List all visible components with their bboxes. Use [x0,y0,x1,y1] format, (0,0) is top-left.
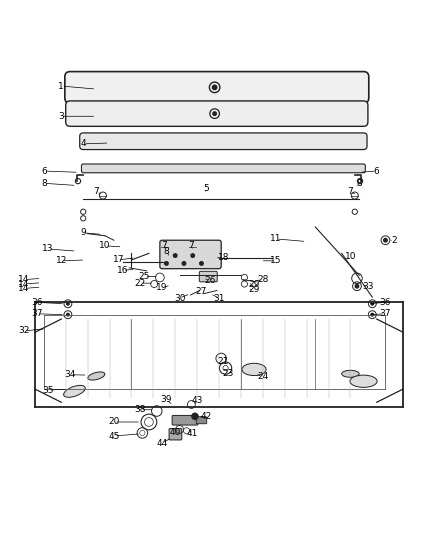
Text: 33: 33 [362,282,374,290]
Text: 28: 28 [257,275,268,284]
Text: 17: 17 [113,255,124,264]
Text: 44: 44 [156,439,168,448]
Text: 7: 7 [188,241,194,250]
Text: 23: 23 [222,369,233,378]
Text: 36: 36 [32,298,43,307]
Ellipse shape [350,375,377,387]
Text: 3: 3 [58,112,64,121]
Text: 11: 11 [270,235,282,244]
Text: 8: 8 [41,179,47,188]
Circle shape [182,262,186,265]
Text: 4: 4 [81,139,86,148]
Circle shape [371,302,374,305]
Circle shape [212,85,217,90]
Circle shape [191,254,194,257]
FancyBboxPatch shape [169,429,182,440]
FancyBboxPatch shape [81,164,365,173]
Circle shape [355,285,359,288]
Text: 5: 5 [203,184,209,193]
Circle shape [173,254,177,257]
Text: 39: 39 [161,395,172,404]
Ellipse shape [242,364,266,376]
Text: 8: 8 [163,247,170,256]
Text: 30: 30 [174,294,185,303]
Circle shape [384,238,387,242]
Text: 41: 41 [187,429,198,438]
Text: 43: 43 [191,397,203,406]
Text: 24: 24 [257,373,268,382]
Text: 29: 29 [248,285,260,294]
Circle shape [192,413,198,419]
FancyBboxPatch shape [80,133,367,150]
FancyBboxPatch shape [160,240,221,269]
Circle shape [213,112,216,115]
Text: 7: 7 [347,187,353,196]
Text: 32: 32 [18,326,30,335]
Text: 42: 42 [200,412,212,421]
Text: 14: 14 [18,284,30,293]
Text: 25: 25 [139,272,150,281]
Text: 36: 36 [380,298,391,307]
FancyBboxPatch shape [196,417,207,424]
Text: 7: 7 [161,241,167,250]
Text: 34: 34 [64,370,76,379]
Text: 1: 1 [58,82,64,91]
Text: 35: 35 [42,385,54,394]
Ellipse shape [342,370,359,377]
Text: 38: 38 [134,405,146,414]
Text: 6: 6 [374,166,380,175]
Text: 21: 21 [218,358,229,367]
Circle shape [165,262,168,265]
Text: 40: 40 [170,428,181,437]
Text: 10: 10 [345,252,356,261]
Text: 7: 7 [93,187,99,196]
Text: 37: 37 [380,309,391,318]
FancyBboxPatch shape [66,101,368,126]
Text: 22: 22 [134,279,146,288]
FancyBboxPatch shape [65,71,369,103]
Circle shape [371,313,374,316]
Text: 2: 2 [392,236,397,245]
Text: 13: 13 [42,245,54,254]
Text: 8: 8 [356,179,362,188]
Text: 6: 6 [41,166,47,175]
Text: 16: 16 [117,266,128,275]
Text: 14: 14 [18,275,30,284]
Text: 20: 20 [108,417,120,426]
Circle shape [67,302,69,305]
Text: 18: 18 [218,253,229,262]
Circle shape [200,262,203,265]
Text: 27: 27 [196,287,207,296]
Text: 10: 10 [99,241,111,251]
Ellipse shape [88,372,105,380]
Text: 29: 29 [248,280,260,289]
Text: 9: 9 [80,228,86,237]
Text: 37: 37 [32,309,43,318]
Text: 14: 14 [18,279,30,288]
Circle shape [67,313,69,316]
Text: 15: 15 [270,256,282,265]
Text: 26: 26 [205,277,216,286]
Text: 19: 19 [156,284,168,293]
Text: 31: 31 [213,294,225,303]
FancyBboxPatch shape [172,415,198,425]
FancyBboxPatch shape [199,271,217,282]
Text: 45: 45 [108,432,120,440]
Text: 12: 12 [56,256,67,265]
Ellipse shape [64,385,85,397]
